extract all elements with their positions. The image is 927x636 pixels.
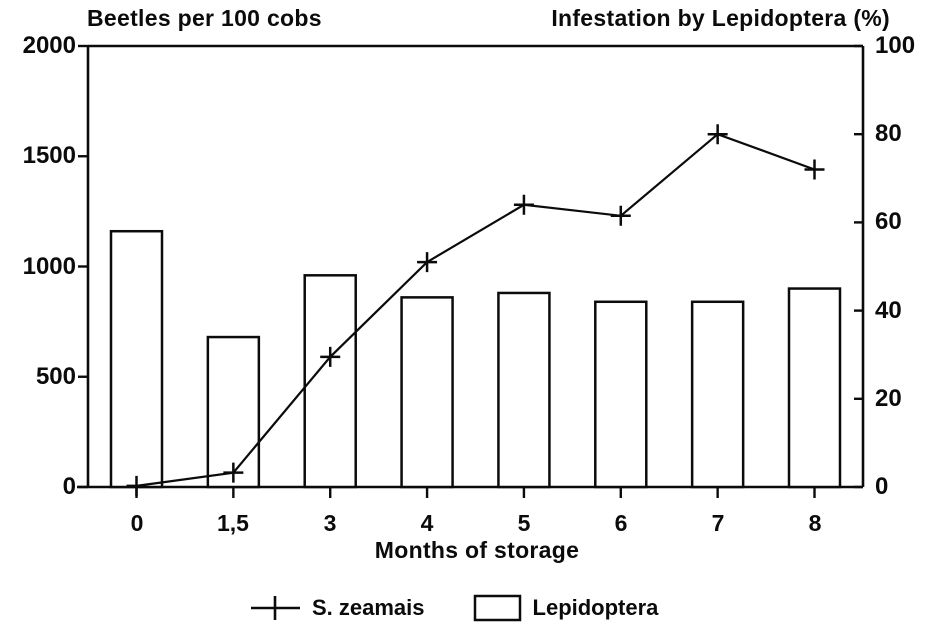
right-axis-tick-label: 40 xyxy=(875,297,902,324)
left-axis-tick-label: 1500 xyxy=(22,142,76,169)
left-axis-tick-label: 500 xyxy=(35,363,76,390)
x-axis-tick-label: 5 xyxy=(517,510,531,536)
plus-marker xyxy=(804,159,825,180)
bar-lepidoptera xyxy=(206,335,261,489)
x-axis-tick-label: 7 xyxy=(711,510,725,536)
bar-lepidoptera xyxy=(690,300,745,489)
x-axis-title: Months of storage xyxy=(374,537,580,563)
plot-frame xyxy=(77,44,865,489)
right-axis-tick-label: 80 xyxy=(875,120,902,147)
x-axis-tick-label: 1,5 xyxy=(217,510,249,536)
right-axis-tick-label: 100 xyxy=(875,32,916,59)
x-axis-tick-label: 3 xyxy=(323,510,337,536)
plus-line-marker-icon xyxy=(251,596,300,620)
legend-item-lepidoptera: Lepidoptera xyxy=(473,593,659,623)
legend-item-s-zeamais: S. zeamais xyxy=(250,593,425,623)
left-axis-title: Beetles per 100 cobs xyxy=(87,5,322,31)
x-axis-tick-label: 6 xyxy=(614,510,628,536)
bar-lepidoptera xyxy=(787,287,842,489)
plus-marker xyxy=(610,205,631,226)
plus-marker xyxy=(126,475,147,496)
plus-marker xyxy=(707,124,728,145)
x-axis-tick-label: 4 xyxy=(420,510,434,536)
legend-label-lepidoptera: Lepidoptera xyxy=(532,595,659,620)
bar-lepidoptera xyxy=(497,291,551,489)
plus-marker xyxy=(513,194,534,215)
bar-lepidoptera xyxy=(303,274,357,489)
right-axis-tick-label: 20 xyxy=(875,385,902,412)
bar-lepidoptera xyxy=(400,296,454,489)
right-axis-tick-label: 0 xyxy=(875,473,889,500)
right-axis-tick-label: 60 xyxy=(875,208,902,235)
plus-marker xyxy=(320,346,341,367)
legend: S. zeamais Lepidoptera xyxy=(250,593,658,623)
legend-label-s-zeamais: S. zeamais xyxy=(312,595,425,620)
left-axis-tick-label: 2000 xyxy=(22,32,76,59)
line-s-zeamais xyxy=(136,132,815,487)
bar-lepidoptera xyxy=(594,300,648,489)
right-axis-title: Infestation by Lepidoptera (%) xyxy=(551,5,890,31)
plus-marker xyxy=(223,462,244,483)
x-axis-tick-label: 8 xyxy=(808,510,822,536)
open-bar-marker-icon xyxy=(473,594,521,622)
x-axis-tick-label: 0 xyxy=(130,510,144,536)
plus-marker xyxy=(417,252,438,273)
left-axis-tick-label: 0 xyxy=(62,473,76,500)
bar-lepidoptera xyxy=(109,229,164,489)
left-axis-tick-label: 1000 xyxy=(22,253,76,280)
